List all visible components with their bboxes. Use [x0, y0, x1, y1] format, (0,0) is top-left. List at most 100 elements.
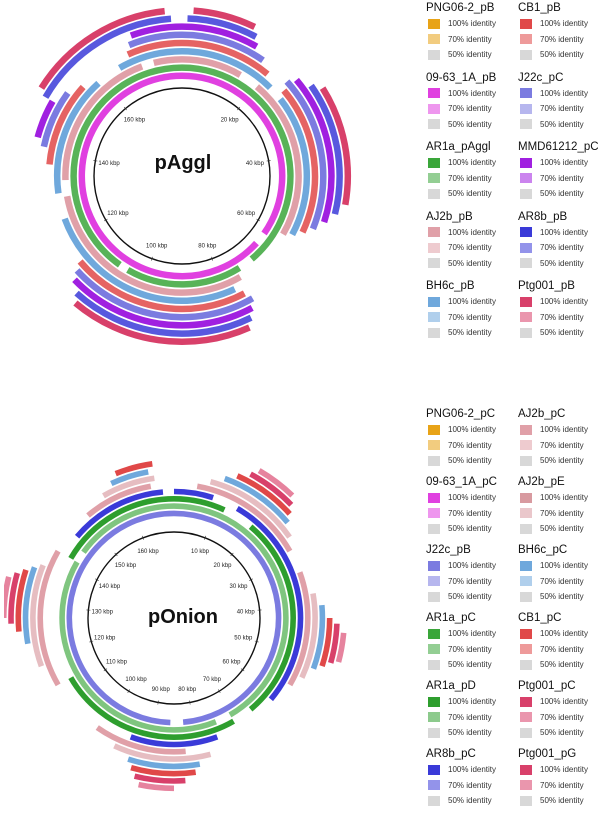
legend-row: 100% identity: [422, 16, 496, 32]
kbp-tick-label: 130 kbp: [92, 609, 114, 615]
pAggl-ring-diagram: 20 kbp 40 kbp 60 kbp 80 kbp 100 kbp 120 kbp 14…: [4, 0, 362, 358]
kbp-tick: [211, 256, 214, 261]
legend-group: AR1a_pC 100% identity 70% identity 50% iden…: [422, 610, 497, 673]
kbp-tick-label: 150 kbp: [115, 563, 137, 569]
legend-swatch: [428, 296, 440, 307]
kbp-tick: [249, 578, 253, 581]
legend-row: 100% identity: [514, 762, 588, 778]
legend-swatch: [428, 560, 440, 571]
identity-ring-arc: [284, 79, 327, 231]
identity-ring-arc: [129, 23, 183, 39]
pAggl-legend: PNG06-2_pB 100% identity 70% identity 50% i…: [418, 0, 598, 352]
identity-ring-arc: [209, 479, 292, 539]
legend-row: 50% identity: [422, 186, 496, 202]
legend-row-label: 70% identity: [448, 243, 492, 253]
legend-group: AJ2b_pE 100% identity 70% identity 50% iden…: [514, 474, 588, 537]
legend-row-label: 100% identity: [540, 697, 589, 707]
legend-row: 70% identity: [514, 240, 598, 256]
identity-ring-arc: [40, 91, 71, 148]
identity-ring-arc: [70, 64, 183, 268]
kbp-tick-label: 120 kbp: [107, 211, 129, 217]
legend-row: 70% identity: [514, 574, 588, 590]
legend-row-label: 70% identity: [540, 173, 584, 183]
legend-row: 50% identity: [514, 657, 588, 673]
legend-group-title: CB1_pB: [518, 2, 561, 14]
identity-ring-arc: [248, 524, 296, 712]
legend-row: 50% identity: [514, 793, 588, 809]
identity-ring-arc: [81, 503, 175, 554]
legend-row-label: 100% identity: [448, 19, 497, 29]
legend-row: 100% identity: [422, 762, 497, 778]
legend-column-2: AJ2b_pC 100% identity 70% identity 50% iden…: [514, 406, 588, 814]
kbp-tick: [103, 668, 108, 672]
identity-ring-arc: [181, 56, 242, 78]
legend-swatch: [520, 591, 532, 602]
legend-row: 70% identity: [422, 642, 497, 658]
legend-swatch: [428, 712, 440, 723]
legend-group: PNG06-2_pC 100% identity 70% identity 50% i…: [422, 406, 497, 469]
kbp-tick: [89, 640, 94, 643]
legend-row-label: 50% identity: [540, 524, 584, 534]
legend-row-label: 70% identity: [448, 780, 492, 790]
identity-ring-arc: [102, 475, 155, 499]
legend-swatch: [520, 18, 532, 29]
legend-row: 100% identity: [514, 225, 598, 241]
legend-row: 70% identity: [422, 171, 496, 187]
legend-row: 70% identity: [514, 506, 588, 522]
legend-row-label: 100% identity: [540, 227, 589, 237]
kbp-tick-label: 70 kbp: [203, 677, 222, 683]
identity-ring-arc: [130, 764, 197, 777]
kbp-tick: [103, 218, 108, 222]
legend-row-label: 100% identity: [540, 19, 589, 29]
kbp-tick: [230, 552, 234, 557]
legend-row-label: 100% identity: [448, 697, 497, 707]
legend-group: CB1_pC 100% identity 70% identity 50% ident…: [514, 610, 588, 673]
legend-swatch: [520, 523, 532, 534]
legend-row-label: 100% identity: [448, 629, 497, 639]
legend-row-label: 70% identity: [448, 34, 492, 44]
pOnion-rings: 10 kbp 20 kbp 30 kbp 40 kbp 50 kbp 60 kbp 70 k…: [4, 461, 347, 792]
legend-swatch: [428, 227, 440, 238]
legend-row-label: 70% identity: [448, 712, 492, 722]
legend-column-1: PNG06-2_pC 100% identity 70% identity 50% i…: [422, 406, 497, 814]
legend-swatch: [520, 88, 532, 99]
legend-group-title: BH6c_pB: [426, 280, 475, 292]
identity-ring-arc: [34, 99, 56, 139]
legend-swatch: [428, 576, 440, 587]
pOnion-ring-diagram: 10 kbp 20 kbp 30 kbp 40 kbp 50 kbp 60 kbp 70 k…: [4, 444, 362, 802]
legend-row: 50% identity: [422, 117, 496, 133]
legend-swatch: [428, 591, 440, 602]
backbone-circle: [87, 531, 261, 705]
legend-group-title: AJ2b_pE: [518, 476, 565, 488]
kbp-tick: [217, 689, 221, 693]
identity-ring-arc: [74, 268, 255, 321]
kbp-tick: [123, 106, 127, 111]
identity-ring-arc: [68, 676, 235, 740]
legend-row: 70% identity: [422, 438, 497, 454]
identity-ring-arc: [78, 72, 259, 280]
legend-swatch: [428, 795, 440, 806]
legend-group-title: AR1a_pAggl: [426, 141, 491, 153]
identity-ring-arc: [126, 265, 242, 288]
identity-ring-arc: [73, 300, 251, 346]
identity-ring-arc: [173, 488, 214, 501]
kbp-tick: [204, 535, 207, 540]
identity-ring-arc: [181, 39, 270, 77]
legend-group: BH6c_pC 100% identity 70% identity 50% iden…: [514, 542, 588, 605]
legend-swatch: [520, 492, 532, 503]
legend-row-label: 50% identity: [448, 328, 492, 338]
legend-group-title: CB1_pC: [518, 612, 562, 624]
legend-row-label: 50% identity: [540, 660, 584, 670]
legend-row: 50% identity: [514, 589, 588, 605]
legend-row: 50% identity: [422, 657, 497, 673]
legend-swatch: [520, 508, 532, 519]
identity-ring-arc: [223, 475, 290, 525]
legend-row: 100% identity: [514, 294, 598, 310]
legend-row: 50% identity: [422, 453, 497, 469]
legend-swatch: [520, 628, 532, 639]
legend-row: 100% identity: [422, 694, 497, 710]
kbp-tick-label: 90 kbp: [152, 687, 171, 693]
kbp-tick: [127, 689, 131, 693]
legend-row-label: 70% identity: [448, 508, 492, 518]
legend-group: MMD61212_pC 100% identity 70% identity 50% …: [514, 139, 598, 202]
